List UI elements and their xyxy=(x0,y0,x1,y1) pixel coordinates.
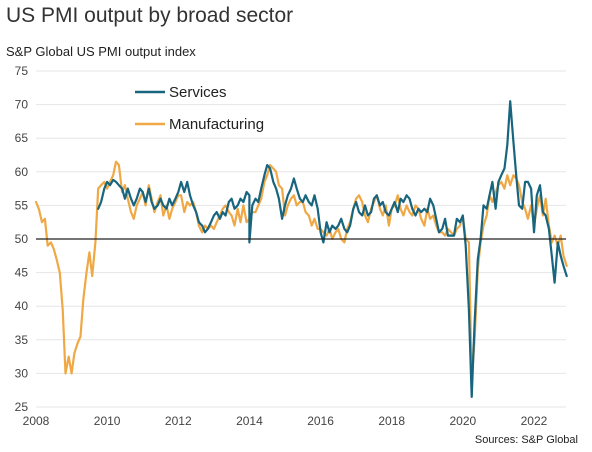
x-axis-tick-labels: 2008 2010 2012 2014 2016 2018 2020 2022 xyxy=(23,414,548,428)
legend-label-manufacturing: Manufacturing xyxy=(169,116,264,133)
series-lines xyxy=(34,100,568,398)
y-tick-label: 45 xyxy=(15,266,29,280)
y-tick-label: 60 xyxy=(15,165,29,179)
chart-title: US PMI output by broad sector xyxy=(6,4,294,27)
x-tick-label: 2020 xyxy=(449,414,476,428)
y-tick-label: 75 xyxy=(15,64,29,78)
x-tick-label: 2010 xyxy=(94,414,121,428)
x-tick-label: 2022 xyxy=(521,414,548,428)
y-tick-label: 25 xyxy=(15,400,29,414)
x-tick-label: 2012 xyxy=(165,414,192,428)
x-tick-label: 2008 xyxy=(23,414,50,428)
x-tick-label: 2018 xyxy=(378,414,405,428)
series-line-services xyxy=(97,100,568,398)
x-tick-label: 2014 xyxy=(236,414,263,428)
y-axis-tick-labels: 25 30 35 40 45 50 55 60 65 70 75 xyxy=(15,64,29,414)
y-tick-label: 40 xyxy=(15,299,29,313)
y-tick-label: 35 xyxy=(15,333,29,347)
y-tick-label: 65 xyxy=(15,131,29,145)
y-tick-label: 30 xyxy=(15,366,29,380)
source-note: Sources: S&P Global xyxy=(474,434,578,446)
legend-label-services: Services xyxy=(169,84,227,101)
y-tick-label: 70 xyxy=(15,98,29,112)
chart-subtitle: S&P Global US PMI output index xyxy=(6,44,196,59)
legend: Services Manufacturing xyxy=(135,84,264,133)
y-tick-label: 50 xyxy=(15,232,29,246)
x-tick-label: 2016 xyxy=(307,414,334,428)
gridlines xyxy=(36,70,566,408)
series-line-manufacturing xyxy=(34,160,568,382)
y-tick-label: 55 xyxy=(15,198,29,212)
